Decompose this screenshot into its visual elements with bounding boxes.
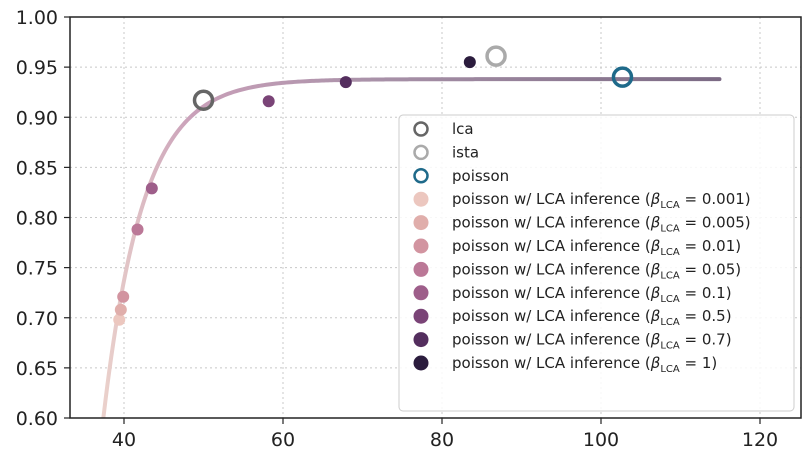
point-lca-inference-beta-0-01 [117, 290, 130, 303]
point-lca-inference-beta-0-1 [145, 182, 158, 195]
legend-label-lca-inference-beta-0-7: poisson w/ LCA inference (βLCA = 0.7) [452, 331, 732, 352]
y-tick-label: 0.85 [16, 157, 58, 179]
legend-label-lca-inference-beta-0-001: poisson w/ LCA inference (βLCA = 0.001) [452, 190, 751, 211]
legend-label-poisson: poisson [452, 167, 509, 185]
y-tick-label: 0.95 [16, 57, 58, 79]
point-lca-inference-beta-0-7 [339, 76, 352, 89]
legend-marker-lca-inference-beta-0-7 [413, 332, 429, 348]
data-points [113, 45, 634, 326]
legend-marker-lca-inference-beta-0-005 [413, 215, 429, 231]
x-tick-label: 120 [742, 429, 778, 451]
x-tick-label: 80 [430, 429, 454, 451]
y-tick-label: 1.00 [16, 7, 58, 29]
legend-marker-lca [413, 121, 429, 137]
legend-marker-ista [413, 144, 429, 161]
point-ista [485, 45, 507, 67]
legend-label-lca-inference-beta-0-5: poisson w/ LCA inference (βLCA = 0.5) [452, 307, 732, 328]
point-lca-inference-beta-0-5 [262, 95, 275, 108]
x-tick-label: 100 [583, 429, 619, 451]
point-poisson [611, 66, 634, 88]
legend-marker-lca-inference-beta-0-01 [413, 238, 429, 254]
legend-marker-poisson [413, 168, 429, 184]
legend-label-lca: lca [452, 120, 474, 138]
point-lca-inference-beta-1 [463, 56, 476, 69]
y-tick-label: 0.70 [16, 308, 58, 330]
legend-label-lca-inference-beta-0-05: poisson w/ LCA inference (βLCA = 0.05) [452, 260, 741, 281]
axis-ticks: 40 60 80 100 120 0.60 0.65 0.70 0.75 0.80 0.85 0.90… [16, 7, 778, 451]
legend-marker-lca-inference-beta-0-05 [413, 261, 429, 277]
y-tick-label: 0.65 [16, 358, 58, 380]
y-tick-label: 0.75 [16, 258, 58, 280]
legend-marker-lca-inference-beta-0-1 [413, 285, 429, 301]
legend-label-lca-inference-beta-0-1: poisson w/ LCA inference (βLCA = 0.1) [452, 284, 732, 305]
point-lca-inference-beta-0-05 [131, 223, 144, 236]
legend-label-lca-inference-beta-0-005: poisson w/ LCA inference (βLCA = 0.005) [452, 214, 751, 235]
x-tick-label: 40 [112, 429, 136, 451]
point-lca-inference-beta-0-005 [114, 303, 127, 316]
legend-label-ista: ista [452, 143, 479, 161]
y-tick-label: 0.60 [16, 408, 58, 430]
point-lca-inference-beta-0-001 [113, 313, 126, 326]
y-tick-label: 0.90 [16, 107, 58, 129]
fit-curve [101, 77, 722, 418]
legend-label-lca-inference-beta-0-01: poisson w/ LCA inference (βLCA = 0.01) [452, 237, 741, 258]
legend-label-lca-inference-beta-1: poisson w/ LCA inference (βLCA = 1) [452, 354, 717, 375]
legend-marker-lca-inference-beta-0-001 [413, 191, 429, 207]
legend-marker-lca-inference-beta-1 [413, 355, 429, 371]
y-tick-label: 0.80 [16, 208, 58, 230]
legend-frame [398, 114, 795, 412]
legend: lca ista poisson poisson w/ LCA inference (… [398, 114, 795, 412]
legend-marker-lca-inference-beta-0-5 [413, 308, 429, 324]
plot-area [101, 45, 722, 418]
point-lca [192, 89, 215, 111]
x-tick-label: 60 [271, 429, 295, 451]
